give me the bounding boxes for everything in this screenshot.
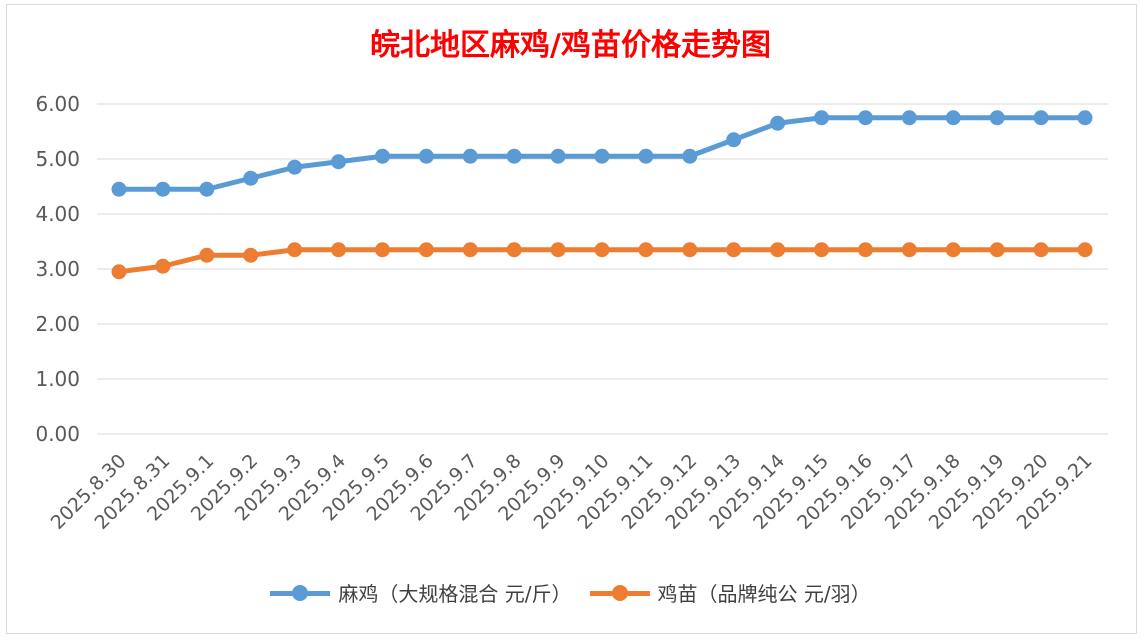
data-point: [945, 110, 961, 126]
series-0: [111, 110, 1093, 197]
data-point: [857, 242, 873, 258]
series-1: [111, 242, 1093, 280]
data-point: [287, 242, 303, 258]
y-tick-label: 1.00: [35, 367, 80, 391]
legend-item-0: 麻鸡（大规格混合 元/斤）: [270, 578, 572, 607]
data-point: [550, 148, 566, 164]
chart-frame: [6, 4, 1137, 634]
data-point: [287, 159, 303, 175]
data-point: [594, 148, 610, 164]
data-point: [199, 181, 215, 197]
legend-swatch-0: [270, 583, 331, 603]
data-point: [462, 148, 478, 164]
legend: 麻鸡（大规格混合 元/斤） 鸡苗（品牌纯公 元/羽）: [0, 578, 1141, 607]
data-point: [331, 242, 347, 258]
data-point: [243, 170, 259, 186]
legend-item-1: 鸡苗（品牌纯公 元/羽）: [589, 578, 871, 607]
data-point: [243, 247, 259, 263]
data-point: [857, 110, 873, 126]
data-point: [945, 242, 961, 258]
data-point: [111, 264, 127, 280]
data-point: [682, 148, 698, 164]
data-point: [901, 242, 917, 258]
y-tick-label: 2.00: [35, 312, 80, 336]
data-point: [682, 242, 698, 258]
data-point: [814, 110, 830, 126]
data-point: [770, 115, 786, 131]
data-point: [374, 148, 390, 164]
x-axis-ticks: 2025.8.302025.8.312025.9.12025.9.22025.9…: [47, 450, 1097, 534]
y-axis-ticks: 0.00 1.00 2.00 3.00 4.00 5.00 6.00: [35, 92, 80, 446]
data-point: [506, 148, 522, 164]
data-point: [594, 242, 610, 258]
data-point: [550, 242, 566, 258]
y-tick-label: 5.00: [35, 147, 80, 171]
data-point: [155, 181, 171, 197]
y-tick-label: 6.00: [35, 92, 80, 116]
data-point: [1033, 242, 1049, 258]
data-point: [726, 132, 742, 148]
legend-label-1: 鸡苗（品牌纯公 元/羽）: [657, 582, 871, 606]
data-point: [1077, 110, 1093, 126]
y-tick-label: 0.00: [35, 422, 80, 446]
data-point: [989, 242, 1005, 258]
data-point: [726, 242, 742, 258]
data-point: [374, 242, 390, 258]
data-point: [1077, 242, 1093, 258]
data-point: [418, 242, 434, 258]
data-point: [418, 148, 434, 164]
legend-swatch-1: [589, 583, 650, 603]
series-layer: [111, 110, 1093, 280]
data-point: [814, 242, 830, 258]
chart-title: 皖北地区麻鸡/鸡苗价格走势图: [370, 28, 771, 63]
data-point: [111, 181, 127, 197]
data-point: [1033, 110, 1049, 126]
data-point: [199, 247, 215, 263]
data-point: [506, 242, 522, 258]
data-point: [331, 154, 347, 170]
y-tick-label: 3.00: [35, 257, 80, 281]
data-point: [638, 242, 654, 258]
data-point: [462, 242, 478, 258]
y-tick-label: 4.00: [35, 202, 80, 226]
data-point: [901, 110, 917, 126]
data-point: [989, 110, 1005, 126]
data-point: [638, 148, 654, 164]
legend-label-0: 麻鸡（大规格混合 元/斤）: [338, 582, 572, 606]
data-point: [770, 242, 786, 258]
data-point: [155, 258, 171, 274]
